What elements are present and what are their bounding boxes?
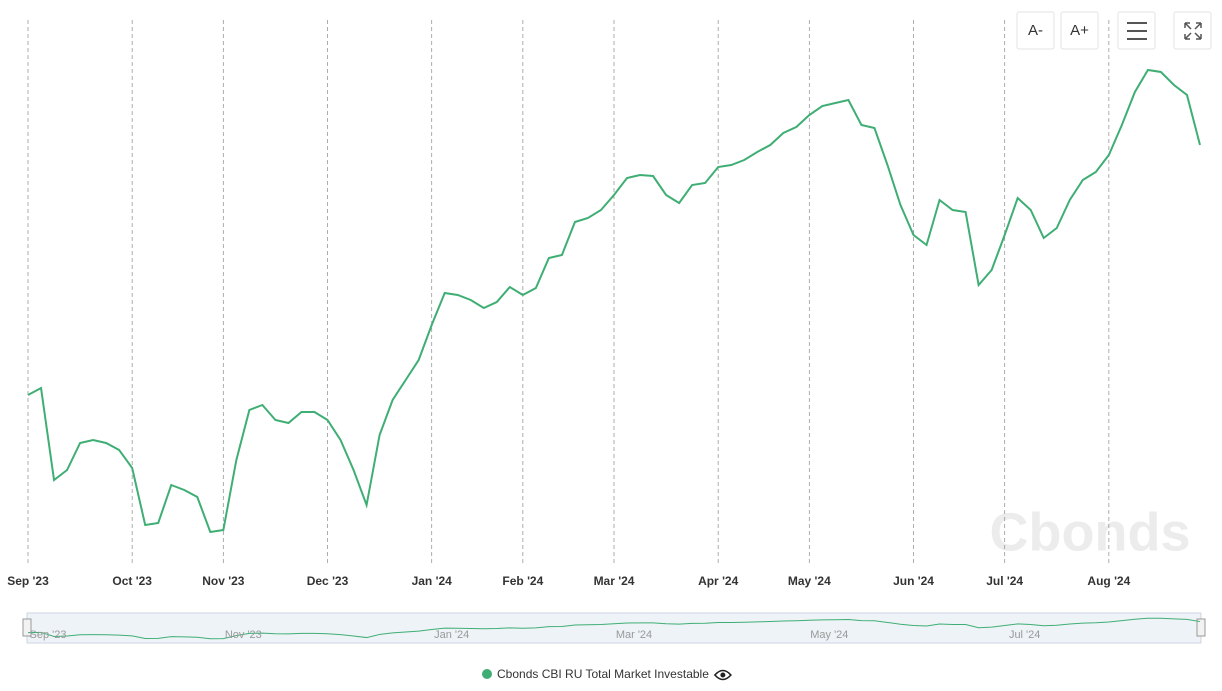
button-label: A- — [1028, 22, 1043, 39]
button-label: A+ — [1070, 22, 1089, 39]
x-tick-label: Sep '23 — [7, 574, 49, 588]
navigator-handle[interactable] — [1196, 618, 1206, 637]
line — [27, 68, 1201, 534]
watermark: Cbonds — [990, 502, 1191, 562]
fullscreen-icon — [1184, 22, 1202, 40]
x-tick-label: Feb '24 — [502, 574, 543, 588]
legend[interactable]: Cbonds CBI RU Total Market Investable — [482, 667, 732, 681]
legend-label: Cbonds CBI RU Total Market Investable — [497, 667, 709, 681]
x-tick-label: Dec '23 — [307, 574, 349, 588]
x-tick-label: May '24 — [788, 574, 831, 588]
x-tick-label: Aug '24 — [1087, 574, 1130, 588]
x-tick-label: Apr '24 — [698, 574, 739, 588]
x-tick-label: Jan '24 — [412, 574, 453, 588]
legend-marker — [482, 669, 492, 679]
font-larger-button[interactable] — [1060, 11, 1099, 50]
x-tick-label: Oct '23 — [112, 574, 152, 588]
x-tick-label: Jul '24 — [986, 574, 1023, 588]
toolbar: A- A+ — [1016, 11, 1212, 50]
x-tick-label: Jun '24 — [893, 574, 934, 588]
menu-icon — [1127, 22, 1147, 40]
navigator-label: May '24 — [810, 629, 848, 641]
eye-icon — [713, 669, 732, 681]
navigator-label: Mar '24 — [616, 629, 652, 641]
x-tick-label: Mar '24 — [594, 574, 635, 588]
eye-pupil — [720, 672, 726, 678]
navigator-label: Sep '23 — [30, 629, 67, 641]
navigator-line — [27, 617, 1201, 640]
navigator-label: Jan '24 — [434, 629, 469, 641]
font-smaller-button[interactable] — [1016, 11, 1055, 50]
navigator-label: Jul '24 — [1009, 629, 1040, 641]
x-tick-label: Nov '23 — [202, 574, 245, 588]
navigator-label: Nov '23 — [225, 629, 262, 641]
navigator-handle[interactable] — [22, 618, 32, 637]
fullscreen-button[interactable] — [1173, 11, 1212, 50]
